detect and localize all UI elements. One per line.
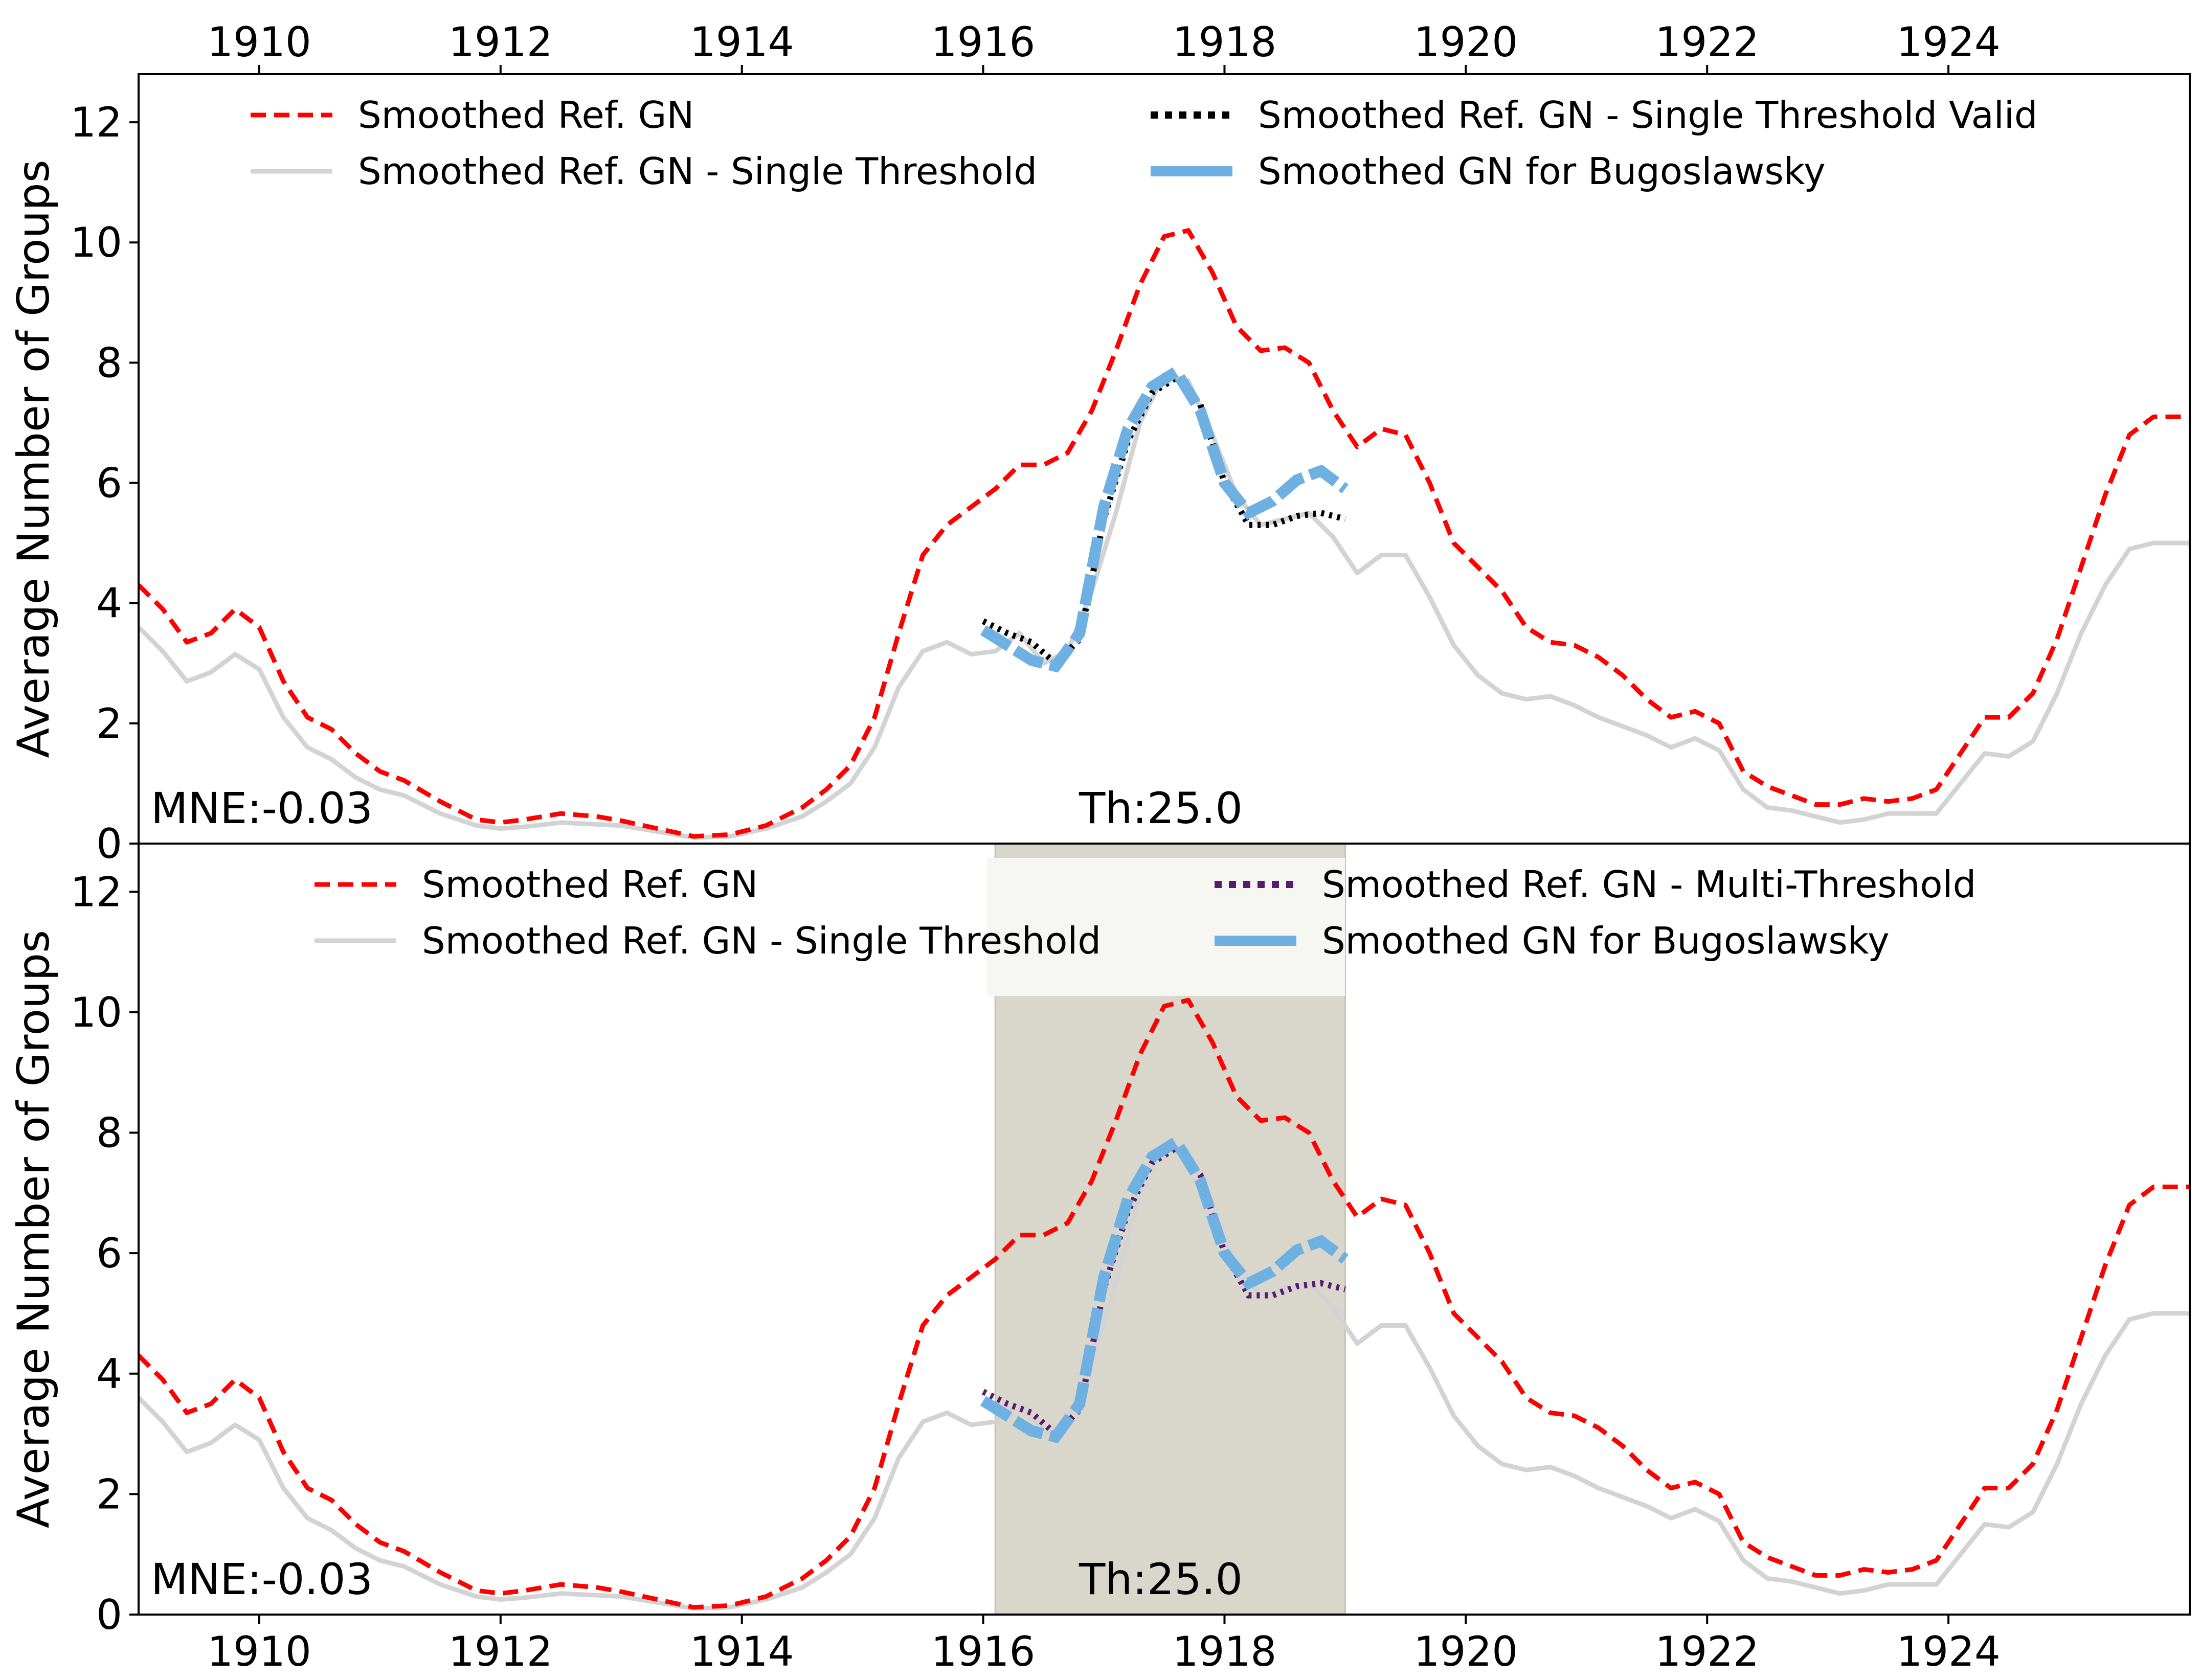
y-tick-label: 0 <box>96 1591 122 1639</box>
x-tick-label: 1922 <box>1655 18 1759 66</box>
y-tick-label: 8 <box>96 339 122 387</box>
y-tick-label: 12 <box>70 868 122 916</box>
x-tick-label: 1916 <box>931 1628 1036 1675</box>
legend-label: Smoothed GN for Bugoslawsky <box>1258 150 1826 193</box>
legend-label: Smoothed Ref. GN - Single Threshold Vali… <box>1258 94 2038 137</box>
legend-label: Smoothed Ref. GN <box>358 94 694 137</box>
legend-label: Smoothed Ref. GN - Single Threshold <box>358 150 1037 193</box>
series-line-ref-gn <box>139 997 2190 1610</box>
series-line-overlay <box>981 374 1346 668</box>
y-tick-label: 12 <box>70 99 122 146</box>
y-tick-label: 4 <box>96 580 122 627</box>
y-tick-label: 10 <box>70 219 122 266</box>
threshold-annotation: Th:25.0 <box>1079 1554 1243 1604</box>
y-tick-label: 6 <box>96 460 122 507</box>
threshold-annotation: Th:25.0 <box>1079 783 1243 833</box>
legend-label: Smoothed Ref. GN - Multi-Threshold <box>1322 863 1976 906</box>
legend-background <box>987 858 1345 996</box>
x-tick-label: 1920 <box>1414 18 1518 66</box>
y-tick-label: 2 <box>96 700 122 747</box>
x-tick-label: 1910 <box>207 18 311 66</box>
series-group <box>139 228 2190 840</box>
series-line-single-threshold <box>139 372 2190 840</box>
axes-frame <box>138 843 2191 1616</box>
y-tick-label: 10 <box>70 989 122 1036</box>
series-line-bugoslawsky <box>980 364 1349 673</box>
y-tick-label: 8 <box>96 1109 122 1157</box>
y-tick-label: 6 <box>96 1230 122 1277</box>
legend-label: Smoothed GN for Bugoslawsky <box>1322 919 1890 962</box>
x-tick-label: 1910 <box>207 1628 311 1675</box>
x-tick-label: 1924 <box>1896 1628 2001 1675</box>
x-tick-label: 1912 <box>448 1628 553 1675</box>
y-tick-label: 0 <box>96 820 122 868</box>
x-tick-label: 1924 <box>1896 18 2001 66</box>
series-group <box>139 997 2190 1611</box>
y-tick-label: 4 <box>96 1350 122 1398</box>
y-tick-label: 2 <box>96 1470 122 1518</box>
x-tick-label: 1920 <box>1414 1628 1518 1675</box>
top-panel: 0 2 4 6 8 10 12 1910 1912 1914 1916 1918 1920 1922 192… <box>8 18 2191 868</box>
y-axis-label: Average Number of Groups <box>8 930 59 1528</box>
legend: Smoothed Ref. GN Smoothed Ref. GN - Singl… <box>251 94 2038 193</box>
series-line-bugoslawsky <box>980 1134 1349 1443</box>
x-tick-label: 1912 <box>448 18 553 66</box>
series-line-single-threshold <box>139 1142 2190 1611</box>
y-axis-label: Average Number of Groups <box>8 160 59 758</box>
x-tick-label: 1914 <box>690 1628 794 1675</box>
legend-label: Smoothed Ref. GN <box>422 863 758 906</box>
mne-annotation: MNE:-0.03 <box>151 783 373 833</box>
x-tick-label: 1918 <box>1173 1628 1277 1675</box>
mne-annotation: MNE:-0.03 <box>151 1554 373 1604</box>
x-tick-label: 1922 <box>1655 1628 1759 1675</box>
x-tick-label: 1914 <box>690 18 794 66</box>
legend-label: Smoothed Ref. GN - Single Threshold <box>422 919 1101 962</box>
series-line-ref-gn <box>139 228 2190 839</box>
bottom-panel: 0 2 4 6 8 10 12 1910 1912 1914 1916 1918 1920 1922 192… <box>8 843 2191 1675</box>
x-tick-label: 1916 <box>931 18 1036 66</box>
legend: Smoothed Ref. GN Smoothed Ref. GN - Singl… <box>315 858 1976 996</box>
x-tick-label: 1918 <box>1173 18 1277 66</box>
